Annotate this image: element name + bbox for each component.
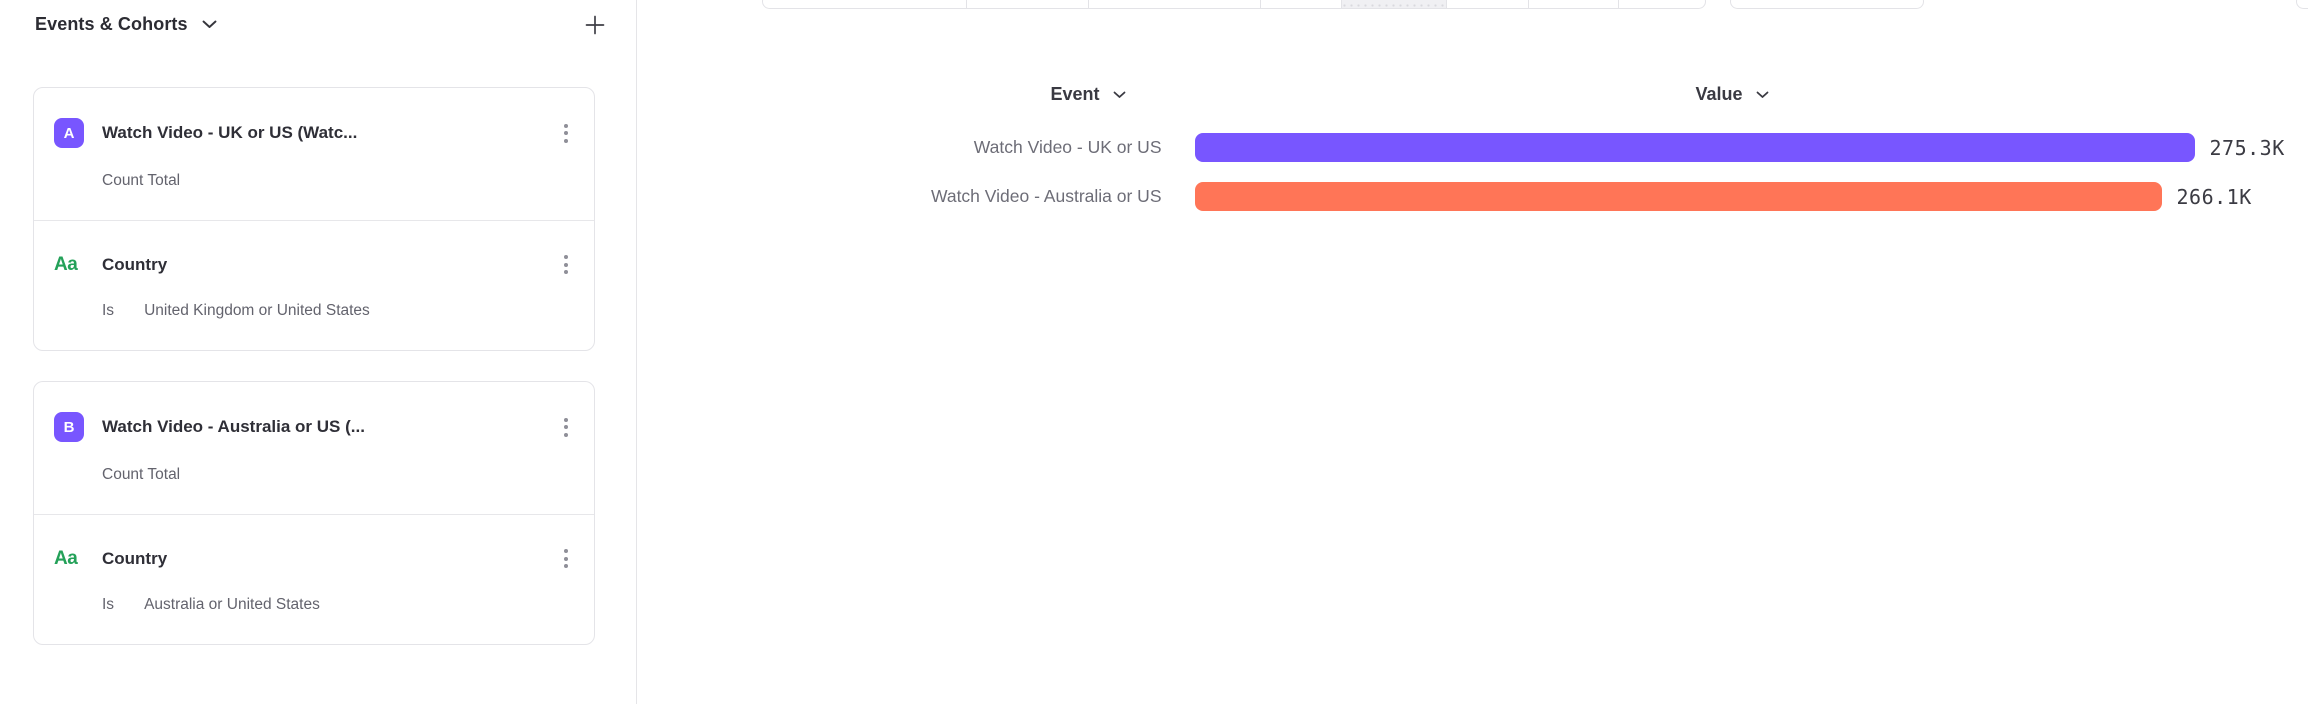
- toolbar-corner-fragment[interactable]: [2296, 0, 2308, 9]
- series-badge: B: [54, 412, 84, 442]
- event-section: A Watch Video - UK or US (Watc... Count …: [34, 88, 594, 220]
- segment-divider: [1087, 0, 1089, 8]
- event-section: B Watch Video - Australia or US (... Cou…: [34, 382, 594, 514]
- filter-value: United Kingdom or United States: [144, 302, 370, 319]
- filter-value: Australia or United States: [144, 596, 320, 613]
- value-column-header[interactable]: Value: [1696, 84, 1769, 105]
- event-column-header[interactable]: Event: [1051, 84, 1126, 105]
- filter-clause[interactable]: Is United Kingdom or United States: [102, 302, 574, 320]
- text-property-icon: Aa: [54, 547, 78, 569]
- events-cohorts-dropdown[interactable]: Events & Cohorts: [35, 14, 217, 35]
- filter-operator: Is: [102, 596, 115, 613]
- event-measure[interactable]: Count Total: [102, 466, 181, 483]
- property-name[interactable]: Country: [102, 254, 168, 274]
- segment-divider: [1445, 0, 1447, 8]
- property-filter-section: Aa Country Is Australia or United States: [34, 514, 594, 644]
- selected-chart-type-segment[interactable]: [1340, 0, 1446, 8]
- value-column-label: Value: [1695, 84, 1743, 104]
- event-card-list: A Watch Video - UK or US (Watc... Count …: [33, 87, 595, 645]
- chart-bar[interactable]: [1194, 133, 2195, 162]
- property-name[interactable]: Country: [102, 548, 168, 568]
- panel-header: Events & Cohorts: [35, 8, 605, 40]
- property-filter-section: Aa Country Is United Kingdom or United S…: [34, 220, 594, 350]
- chart-row: Watch Video - Australia or US 266.1K: [639, 182, 2308, 211]
- event-title[interactable]: Watch Video - Australia or US (...: [102, 417, 365, 436]
- filter-clause[interactable]: Is Australia or United States: [102, 596, 574, 614]
- chart-row-label: Watch Video - Australia or US: [930, 186, 1162, 206]
- chart-bar-value: 275.3K: [2209, 135, 2285, 160]
- chart-area: Event Value Watch Video - UK or US 275.3…: [639, 0, 2308, 704]
- series-badge: A: [54, 118, 84, 148]
- chevron-down-icon: [1113, 91, 1126, 99]
- kebab-menu-icon[interactable]: [558, 545, 574, 572]
- kebab-menu-icon[interactable]: [558, 414, 574, 441]
- panel-title: Events & Cohorts: [35, 13, 188, 34]
- event-card: B Watch Video - Australia or US (... Cou…: [33, 381, 595, 645]
- event-card: A Watch Video - UK or US (Watc... Count …: [33, 87, 595, 351]
- add-event-button[interactable]: [580, 10, 610, 40]
- chart-row: Watch Video - UK or US 275.3K: [639, 133, 2308, 162]
- events-cohorts-panel: Events & Cohorts A Watch Video - UK or U…: [0, 0, 637, 704]
- chevron-down-icon: [1756, 91, 1769, 99]
- bar-chart: Watch Video - UK or US 275.3K Watch Vide…: [639, 133, 2308, 231]
- event-title[interactable]: Watch Video - UK or US (Watc...: [102, 123, 358, 142]
- chart-bar-value: 266.1K: [2176, 184, 2252, 209]
- segment-divider: [1340, 0, 1342, 8]
- event-column-label: Event: [1050, 84, 1100, 104]
- segment-divider: [1527, 0, 1529, 8]
- event-measure[interactable]: Count Total: [102, 172, 181, 189]
- chevron-down-icon: [202, 20, 217, 29]
- segment-divider: [1259, 0, 1261, 8]
- kebab-menu-icon[interactable]: [558, 251, 574, 278]
- kebab-menu-icon[interactable]: [558, 120, 574, 147]
- chart-bar[interactable]: [1194, 182, 2162, 211]
- text-property-icon: Aa: [54, 253, 78, 275]
- chart-type-segmented-control[interactable]: [761, 0, 1706, 9]
- segment-divider: [965, 0, 967, 8]
- toolbar-button-group[interactable]: [1729, 0, 1924, 9]
- filter-operator: Is: [102, 302, 115, 319]
- segment-divider: [1617, 0, 1619, 8]
- chart-row-label: Watch Video - UK or US: [973, 137, 1162, 157]
